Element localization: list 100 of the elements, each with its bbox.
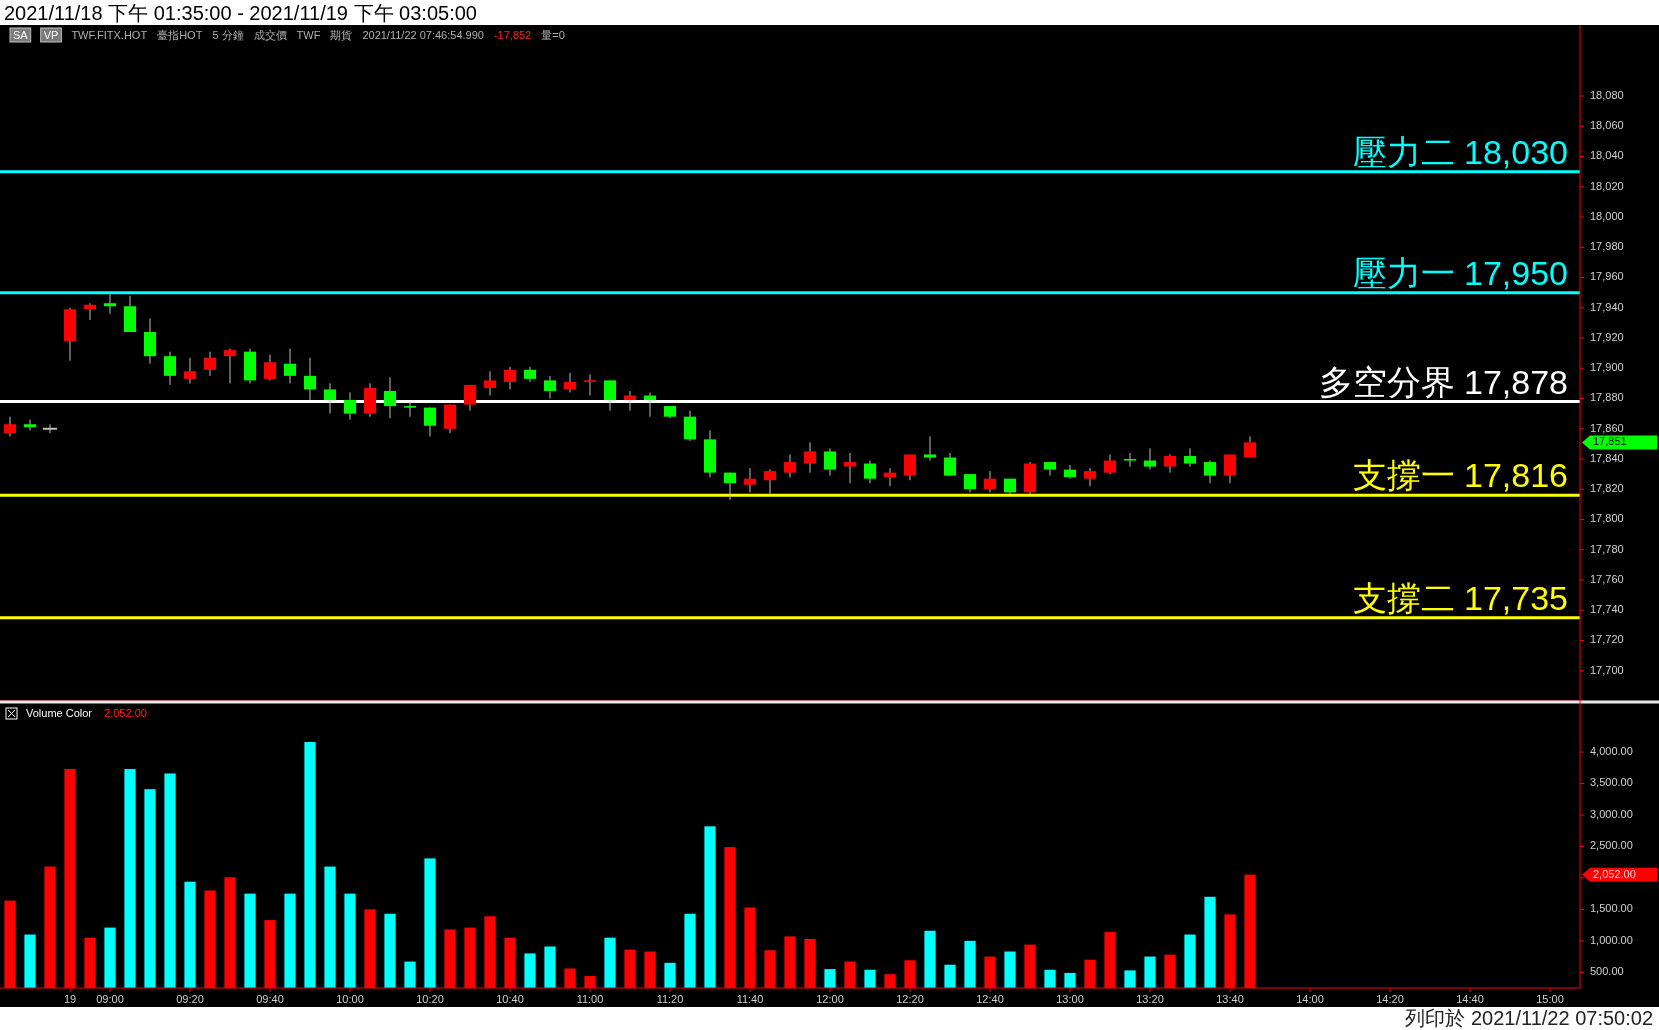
x-tick-label: 09:20 bbox=[176, 992, 204, 1005]
annotation: 臺指HOT bbox=[157, 29, 203, 41]
y-tick-label: 3,500.00 bbox=[1590, 776, 1633, 789]
y-tick-label: 17,780 bbox=[1590, 542, 1624, 555]
y-tick-label: 17,900 bbox=[1590, 361, 1624, 374]
x-tick-label: 14:20 bbox=[1376, 992, 1404, 1005]
annotation: 期貨 bbox=[330, 29, 353, 41]
y-tick-label: 17,980 bbox=[1590, 240, 1624, 253]
chart-title: 2021/11/18 下午 01:35:00 - 2021/11/19 下午 03:05:00 bbox=[4, 2, 477, 24]
candlestick bbox=[904, 453, 916, 481]
y-tick-label: 2,500.00 bbox=[1590, 839, 1633, 852]
candlestick bbox=[784, 453, 796, 478]
x-tick-label: 09:00 bbox=[96, 992, 124, 1005]
annotation: 量=0 bbox=[541, 29, 565, 41]
annotation: VP bbox=[43, 29, 59, 41]
x-tick-label: 12:40 bbox=[976, 992, 1004, 1005]
x-tick-label: 14:00 bbox=[1296, 992, 1324, 1005]
y-tick-label: 17,820 bbox=[1590, 482, 1624, 495]
y-tick-label: 500.00 bbox=[1590, 965, 1624, 978]
x-tick-label: 19 bbox=[63, 992, 77, 1005]
annotation: TWF.FITX.HOT bbox=[71, 29, 148, 41]
candlestick bbox=[404, 401, 416, 418]
y-tick-label: 4,000.00 bbox=[1590, 744, 1633, 757]
y-tick-label: 18,040 bbox=[1590, 149, 1624, 162]
candlestick bbox=[744, 467, 756, 493]
candlestick bbox=[304, 357, 316, 401]
ref-line-label: 壓力一 17,950 bbox=[1352, 253, 1568, 292]
candlestick bbox=[824, 447, 836, 477]
annotation: 2021/11/22 07:46:54.990 bbox=[362, 29, 484, 41]
candlestick bbox=[284, 348, 296, 384]
ref-line-label: 支撐二 17,735 bbox=[1352, 578, 1568, 617]
y-tick-label: 17,840 bbox=[1590, 451, 1624, 464]
candlestick bbox=[4, 416, 16, 437]
candlestick bbox=[804, 441, 816, 474]
candlestick bbox=[484, 370, 496, 396]
candlestick bbox=[264, 354, 276, 381]
candlestick bbox=[324, 382, 336, 415]
annotation: 2,052.00 bbox=[104, 707, 147, 719]
candlestick bbox=[564, 372, 576, 393]
x-tick-label: 15:00 bbox=[1536, 992, 1564, 1005]
ref-line-label: 支撐一 17,816 bbox=[1352, 456, 1568, 495]
candlestick bbox=[344, 391, 356, 421]
candlestick bbox=[1124, 452, 1136, 468]
annotation: -17,852 bbox=[493, 29, 532, 41]
y-tick-label: 17,880 bbox=[1590, 391, 1624, 404]
y-tick-label: 17,740 bbox=[1590, 603, 1624, 616]
y-tick-label: 17,940 bbox=[1590, 300, 1624, 313]
ref-line-label: 壓力二 18,030 bbox=[1352, 132, 1568, 171]
y-tick-label: 1,000.00 bbox=[1590, 933, 1633, 946]
ref-line-label: 多空分界 17,878 bbox=[1318, 362, 1568, 401]
candlestick bbox=[384, 376, 396, 419]
candlestick bbox=[1184, 447, 1196, 468]
candlestick bbox=[1164, 453, 1176, 474]
x-tick-label: 09:40 bbox=[256, 992, 284, 1005]
candlestick bbox=[1104, 453, 1116, 475]
candlestick bbox=[1244, 435, 1256, 459]
y-tick-label: 17,920 bbox=[1590, 330, 1624, 343]
x-tick-label: 13:20 bbox=[1136, 992, 1164, 1005]
candlestick bbox=[764, 469, 776, 495]
x-tick-label: 11:40 bbox=[736, 992, 764, 1005]
x-tick-label: 13:00 bbox=[1056, 992, 1084, 1005]
text: 17,851 bbox=[1593, 435, 1627, 448]
candlestick bbox=[1084, 467, 1096, 487]
text: 列印於 2021/11/22 07:50:02 bbox=[1405, 1007, 1653, 1029]
y-tick-label: 3,000.00 bbox=[1590, 807, 1633, 820]
candlestick bbox=[164, 351, 176, 386]
y-tick-label: 17,860 bbox=[1590, 421, 1624, 434]
candlestick bbox=[224, 348, 236, 384]
x-tick-label: 13:40 bbox=[1216, 992, 1244, 1005]
y-tick-label: 17,720 bbox=[1590, 633, 1624, 646]
candlestick bbox=[1224, 453, 1236, 484]
candlestick bbox=[544, 375, 556, 400]
candlestick bbox=[1064, 464, 1076, 480]
candlestick bbox=[584, 373, 596, 396]
y-tick-label: 18,060 bbox=[1590, 119, 1624, 132]
annotation: TWF bbox=[296, 29, 321, 41]
annotation: 5 分鐘 bbox=[212, 29, 244, 41]
candlestick bbox=[504, 366, 516, 390]
y-tick-label: 17,700 bbox=[1590, 663, 1624, 676]
candlestick bbox=[964, 473, 976, 493]
text: 2,052.00 bbox=[1593, 867, 1636, 880]
x-tick-label: 11:20 bbox=[656, 992, 684, 1005]
candlestick bbox=[864, 460, 876, 484]
x-tick-label: 10:00 bbox=[336, 992, 364, 1005]
y-tick-label: 17,760 bbox=[1590, 572, 1624, 585]
candlestick bbox=[204, 351, 216, 377]
y-tick-label: 17,960 bbox=[1590, 270, 1624, 283]
candlestick bbox=[844, 452, 856, 484]
candlestick bbox=[604, 379, 616, 412]
x-tick-label: 14:40 bbox=[1456, 992, 1484, 1005]
candlestick bbox=[184, 357, 196, 384]
x-tick-label: 12:20 bbox=[896, 992, 924, 1005]
y-tick-label: 1,500.00 bbox=[1590, 902, 1633, 915]
x-tick-label: 10:40 bbox=[496, 992, 524, 1005]
y-tick-label: 18,080 bbox=[1590, 88, 1624, 101]
x-tick-label: 12:00 bbox=[816, 992, 844, 1005]
candlestick bbox=[944, 452, 956, 477]
candlestick bbox=[924, 435, 936, 462]
x-tick-label: 10:20 bbox=[416, 992, 444, 1005]
candlestick bbox=[464, 384, 476, 412]
